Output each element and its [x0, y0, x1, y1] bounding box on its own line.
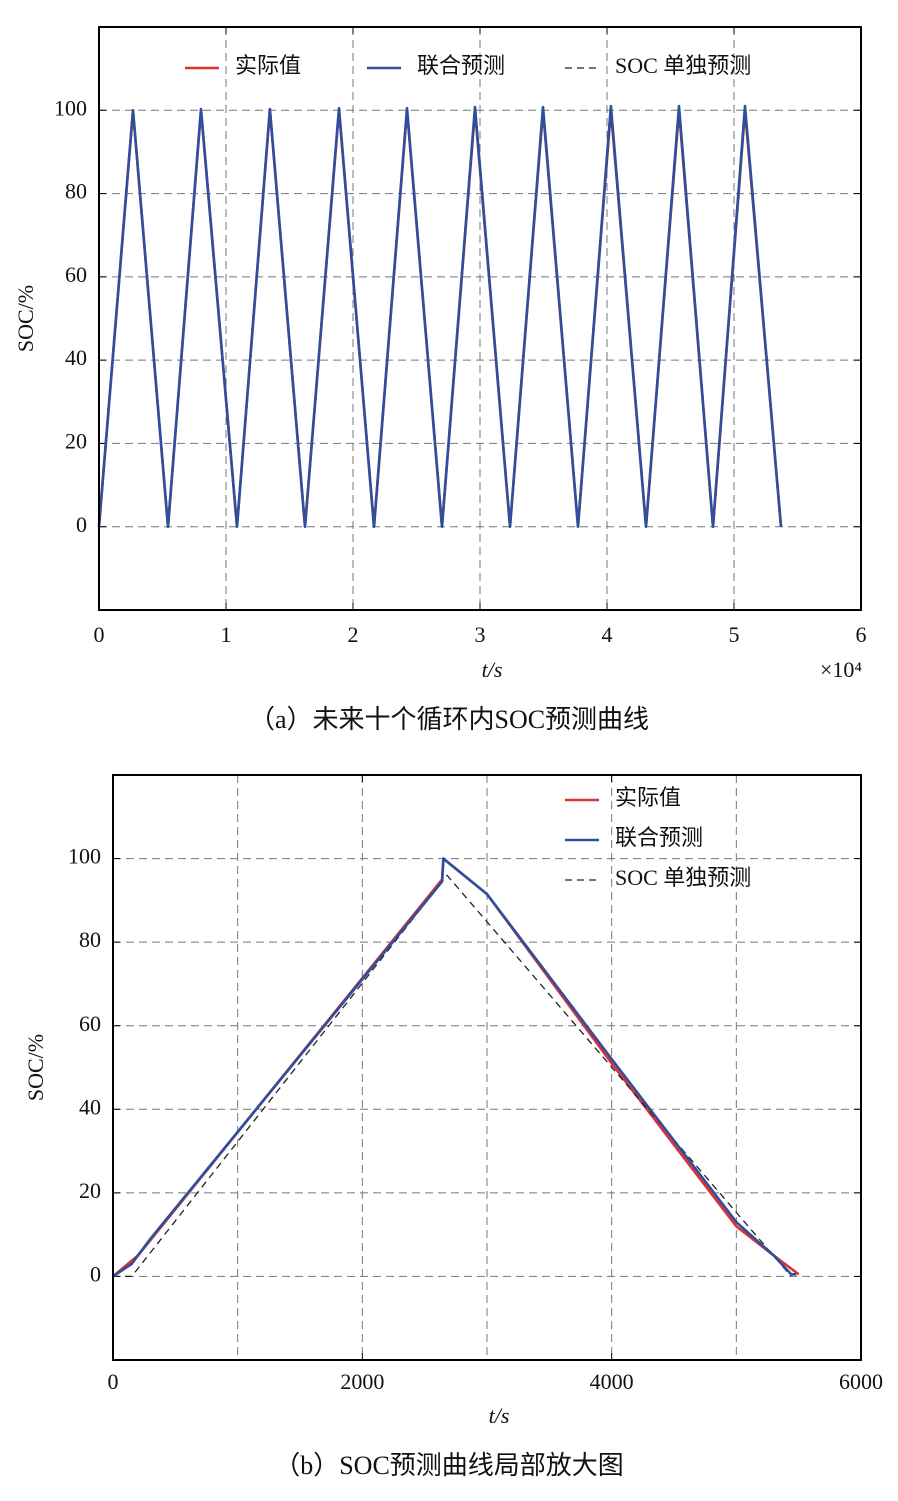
y-tick-label: 20	[65, 428, 87, 453]
legend-label: SOC 单独预测	[615, 53, 751, 78]
y-tick-label: 40	[65, 345, 87, 370]
x-tick-label: 6000	[839, 1369, 883, 1394]
series-line	[112, 857, 797, 1278]
y-axis-label: SOC/%	[23, 1034, 48, 1101]
y-tick-label: 80	[79, 927, 101, 952]
y-tick-label: 100	[54, 95, 87, 120]
legend-label: SOC 单独预测	[615, 865, 751, 890]
y-tick-label: 100	[68, 844, 101, 869]
x-tick-label: 3	[475, 622, 486, 647]
x-axis-label: t/s	[482, 657, 503, 682]
x-tick-label: 5	[729, 622, 740, 647]
legend-label: 联合预测	[417, 53, 505, 78]
legend-label: 实际值	[235, 53, 301, 78]
series-line	[97, 104, 783, 528]
y-tick-label: 60	[79, 1011, 101, 1036]
y-tick-label: 20	[79, 1178, 101, 1203]
plot-frame	[112, 774, 862, 1361]
x-multiplier: ×10⁴	[820, 657, 862, 682]
y-tick-label: 0	[90, 1261, 101, 1286]
legend-label: 实际值	[615, 785, 681, 810]
x-tick-label: 4	[602, 622, 613, 647]
caption: （a）未来十个循环内SOC预测曲线	[249, 705, 649, 734]
legend-label: 联合预测	[615, 825, 703, 850]
x-tick-label: 6	[856, 622, 867, 647]
plot-frame	[98, 26, 862, 611]
x-axis-label: t/s	[489, 1403, 510, 1428]
plot: 0 20 40 60 80 100 0 1 2 3 4 5 6 实际值 联合预测 SOC 单独预测 t/s SOC…	[13, 26, 867, 734]
caption: （b）SOC预测曲线局部放大图	[274, 1451, 624, 1480]
y-tick-label: 40	[79, 1094, 101, 1119]
x-tick-label: 0	[94, 622, 105, 647]
y-axis-label: SOC/%	[13, 285, 38, 352]
x-tick-label: 4000	[590, 1369, 634, 1394]
series-line	[113, 874, 792, 1278]
x-tick-label: 2000	[340, 1369, 384, 1394]
y-tick-label: 60	[65, 262, 87, 287]
x-tick-label: 2	[348, 622, 359, 647]
y-tick-label: 80	[65, 179, 87, 204]
x-tick-label: 0	[108, 1369, 119, 1394]
y-tick-label: 0	[76, 512, 87, 537]
x-tick-label: 1	[221, 622, 232, 647]
